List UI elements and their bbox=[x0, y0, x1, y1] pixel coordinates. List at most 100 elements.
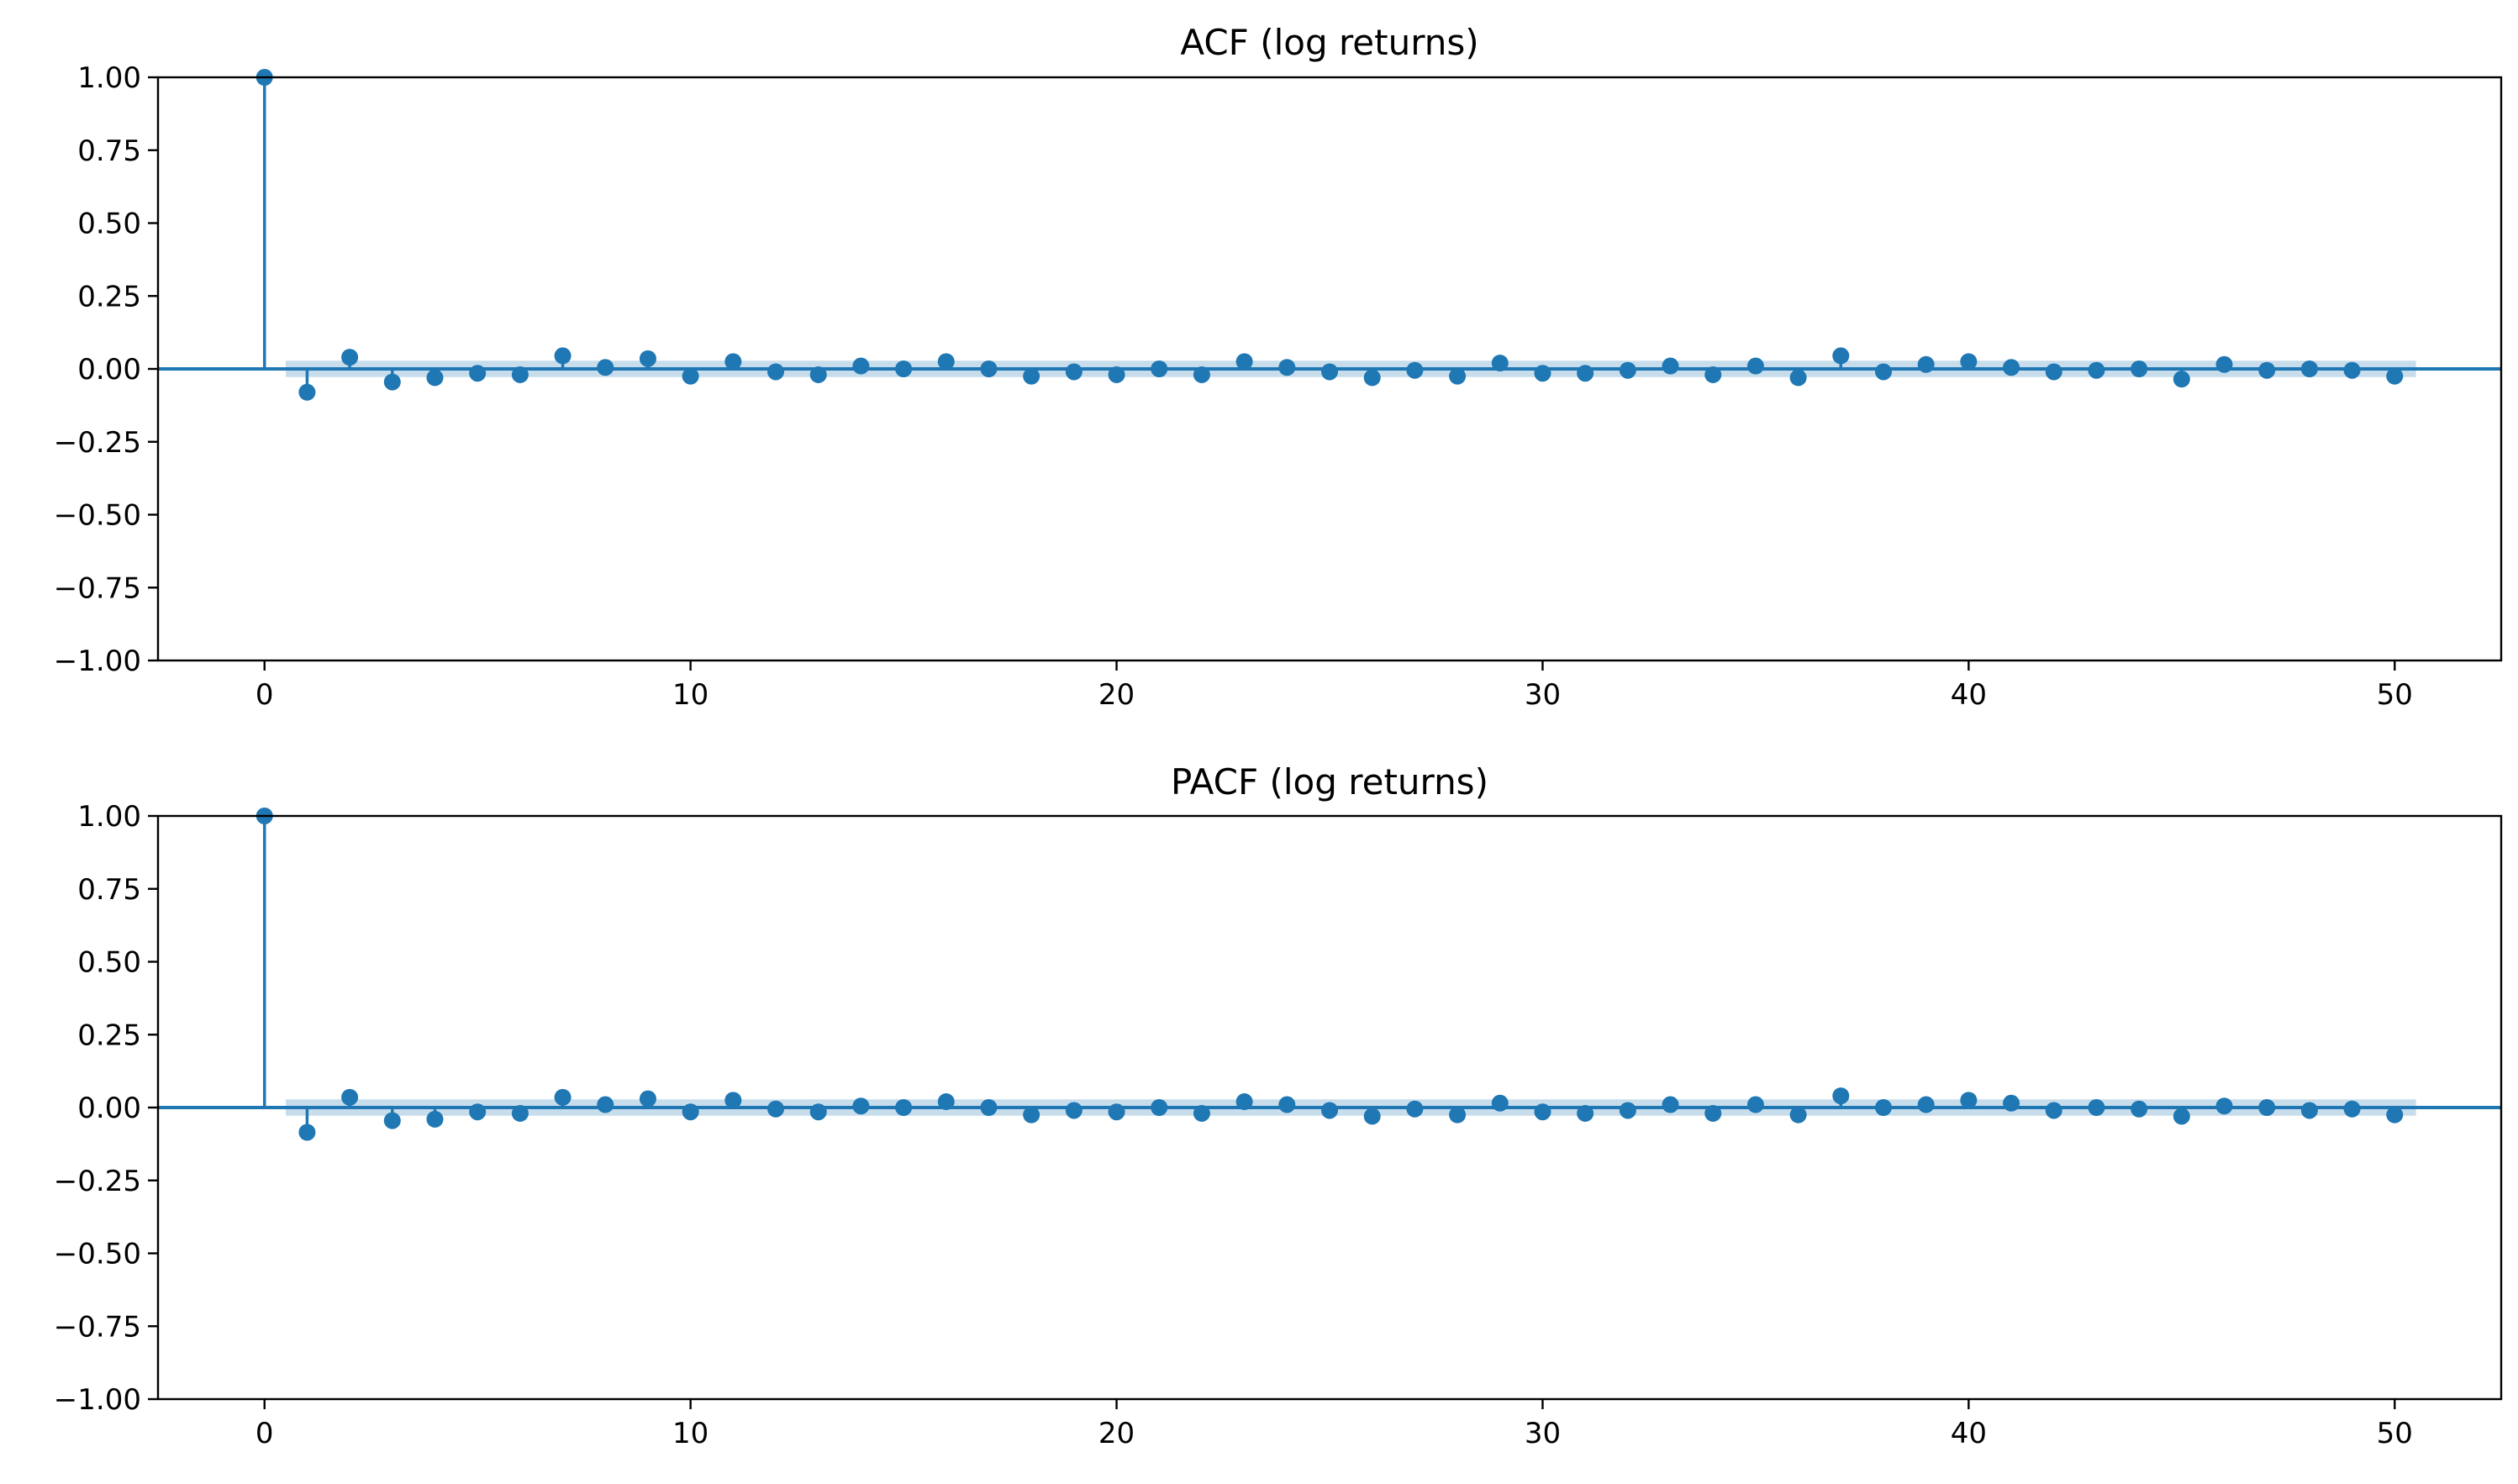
y-tick-label: 0.75 bbox=[77, 873, 141, 907]
data-point bbox=[895, 1099, 913, 1116]
data-point bbox=[1746, 1096, 1764, 1113]
data-point bbox=[809, 1103, 827, 1121]
x-tick-label: 30 bbox=[1525, 678, 1561, 712]
data-point bbox=[1917, 1096, 1935, 1113]
data-point bbox=[852, 1097, 870, 1115]
data-point bbox=[1363, 369, 1381, 387]
data-point bbox=[724, 1092, 742, 1109]
data-point bbox=[1577, 365, 1594, 382]
data-point bbox=[1363, 1108, 1381, 1125]
data-point bbox=[2131, 1100, 2148, 1118]
data-point bbox=[1278, 1096, 1296, 1113]
data-point bbox=[511, 366, 529, 383]
data-point bbox=[1449, 367, 1467, 385]
data-point bbox=[852, 357, 870, 375]
data-point bbox=[1619, 1102, 1636, 1119]
pacf-panel: PACF (log returns) −1.00 −0.75 −0.50 −0.25 0… bbox=[54, 761, 2503, 1450]
data-point bbox=[1960, 353, 1978, 371]
y-tick-label: 0.50 bbox=[77, 946, 141, 980]
acf-panel: ACF (log returns) −1.00 −0.75 −0.50 −0.25 0.… bbox=[54, 22, 2503, 712]
data-point bbox=[1406, 361, 1424, 379]
x-tick-label: 40 bbox=[1951, 1417, 1987, 1450]
data-point bbox=[2045, 363, 2062, 381]
data-point bbox=[1151, 1099, 1168, 1116]
x-tick-label: 0 bbox=[255, 678, 274, 712]
data-point bbox=[1832, 347, 1850, 365]
data-point bbox=[469, 1103, 487, 1121]
data-point bbox=[2343, 1100, 2361, 1118]
data-point bbox=[1491, 355, 1509, 372]
data-point bbox=[1874, 1099, 1892, 1116]
y-tick-label: 0.75 bbox=[77, 134, 141, 168]
data-point bbox=[1619, 361, 1636, 379]
x-tick-label: 20 bbox=[1098, 1417, 1135, 1450]
y-tick-label: 1.00 bbox=[77, 800, 141, 834]
data-point bbox=[2343, 361, 2361, 379]
data-point bbox=[1278, 359, 1296, 376]
data-point bbox=[383, 373, 401, 391]
y-tick-label: 0.00 bbox=[77, 1092, 141, 1125]
data-point bbox=[1065, 1102, 1083, 1119]
data-point bbox=[1960, 1092, 1978, 1109]
chart-title: ACF (log returns) bbox=[1180, 22, 1478, 63]
data-point bbox=[554, 1088, 572, 1106]
data-point bbox=[1235, 353, 1253, 371]
data-point bbox=[1235, 1093, 1253, 1111]
data-point bbox=[2215, 1097, 2233, 1115]
data-point bbox=[1193, 366, 1210, 383]
chart-title: PACF (log returns) bbox=[1171, 761, 1488, 803]
data-point bbox=[341, 349, 359, 366]
data-point bbox=[2088, 1099, 2105, 1116]
data-point bbox=[383, 1112, 401, 1129]
y-tick-label: −0.75 bbox=[54, 571, 141, 605]
data-point bbox=[511, 1104, 529, 1122]
data-point bbox=[1917, 355, 1935, 373]
data-point bbox=[2088, 361, 2105, 379]
y-tick-label: 0.00 bbox=[77, 353, 141, 387]
data-point bbox=[1704, 366, 1722, 383]
x-tick-label: 20 bbox=[1098, 678, 1135, 712]
data-point bbox=[2173, 371, 2190, 388]
y-tick-label: −0.25 bbox=[54, 426, 141, 460]
data-point bbox=[2003, 359, 2020, 376]
data-point bbox=[1321, 1102, 1338, 1119]
data-point bbox=[724, 353, 742, 371]
data-point bbox=[1065, 363, 1083, 381]
data-point bbox=[1193, 1104, 1210, 1122]
data-point bbox=[809, 366, 827, 383]
data-point bbox=[2300, 360, 2318, 377]
data-point bbox=[682, 1103, 699, 1121]
data-point bbox=[1151, 360, 1168, 377]
data-point bbox=[1108, 1103, 1125, 1121]
y-tick-label: −0.50 bbox=[54, 1238, 141, 1271]
data-point bbox=[2300, 1102, 2318, 1119]
y-tick-label: 1.00 bbox=[77, 61, 141, 95]
data-point bbox=[1449, 1106, 1467, 1124]
x-tick-label: 10 bbox=[672, 1417, 709, 1450]
data-point bbox=[767, 363, 785, 381]
data-point bbox=[980, 1099, 998, 1116]
data-point bbox=[937, 1093, 955, 1111]
x-tick-label: 40 bbox=[1951, 678, 1987, 712]
y-tick-label: 0.50 bbox=[77, 208, 141, 241]
data-point bbox=[1704, 1104, 1722, 1122]
data-point bbox=[895, 360, 913, 377]
x-tick-label: 50 bbox=[2377, 678, 2413, 712]
data-point bbox=[1534, 1103, 1551, 1121]
x-tick-label: 0 bbox=[255, 1417, 274, 1450]
data-point bbox=[1577, 1104, 1594, 1122]
data-point bbox=[1832, 1087, 1850, 1105]
data-point bbox=[298, 383, 316, 401]
data-point bbox=[2045, 1102, 2062, 1119]
data-point bbox=[469, 365, 487, 382]
data-point bbox=[1108, 366, 1125, 383]
data-point bbox=[1321, 363, 1338, 381]
y-tick-label: 0.25 bbox=[77, 1018, 141, 1052]
data-point bbox=[1874, 363, 1892, 381]
data-point bbox=[1662, 357, 1679, 375]
data-point bbox=[426, 369, 444, 387]
data-point bbox=[426, 1110, 444, 1128]
data-point bbox=[1789, 1106, 1807, 1124]
data-point bbox=[1662, 1096, 1679, 1113]
